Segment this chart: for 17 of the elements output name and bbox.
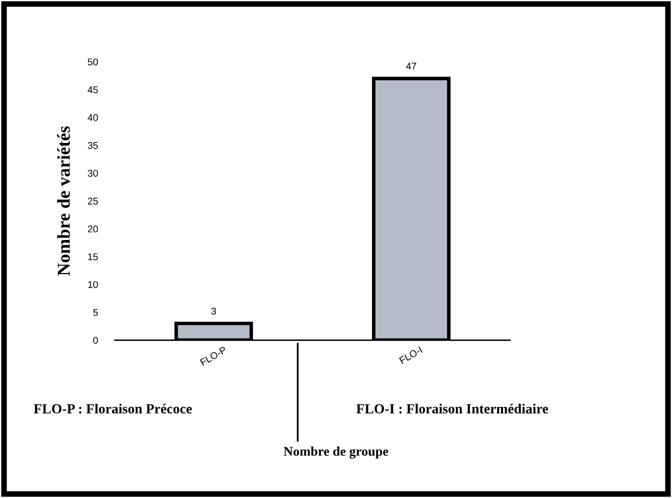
y-tick-label: 30 <box>88 170 98 177</box>
data-label: 3 <box>211 308 216 315</box>
text: Nombre de groupe <box>284 446 388 459</box>
y-tick-label: 20 <box>88 226 98 232</box>
y-tick-label: 10 <box>88 281 98 288</box>
text: FLO-I : Floraison Intermédiaire <box>356 404 548 414</box>
y-tick-label: 0 <box>93 336 98 344</box>
data-label: 47 <box>406 62 416 70</box>
y-tick-label: 5 <box>93 309 98 316</box>
y-tick-label: 25 <box>88 198 98 205</box>
y-tick-label: 40 <box>88 114 98 122</box>
y-tick-label: 50 <box>88 58 98 66</box>
text: FLO-P : Floraison Précoce <box>34 404 192 414</box>
y-axis-title: Nombre de variétés <box>57 126 70 276</box>
y-tick-label: 45 <box>88 86 98 94</box>
y-tick-label: 35 <box>88 142 98 149</box>
y-tick-label: 15 <box>88 253 98 260</box>
